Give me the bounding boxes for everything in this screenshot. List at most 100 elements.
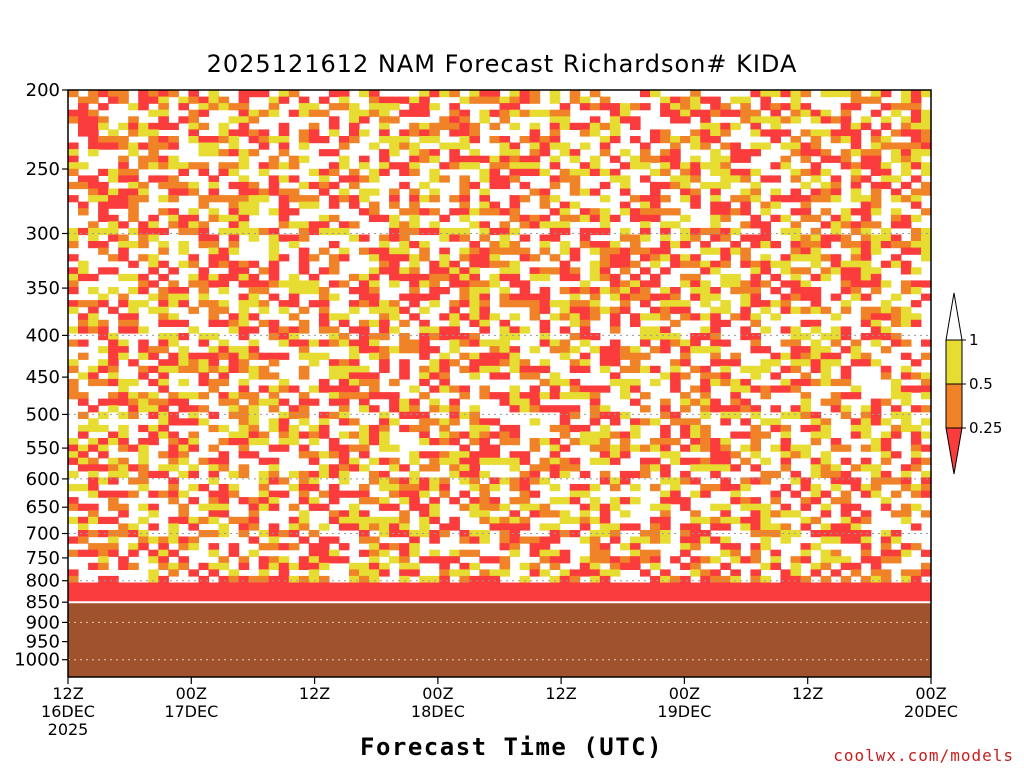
- heatmap-cell: [88, 319, 99, 327]
- heatmap-cell: [228, 234, 240, 242]
- heatmap-cell: [198, 96, 210, 104]
- heatmap-cell: [630, 549, 641, 557]
- heatmap-cell: [178, 536, 189, 544]
- heatmap-cell: [148, 503, 159, 511]
- heatmap-cell: [750, 477, 761, 485]
- heatmap-cell: [609, 293, 621, 301]
- heatmap-cell: [328, 214, 340, 222]
- heatmap-cell: [379, 319, 390, 327]
- heatmap-cell: [338, 254, 350, 262]
- heatmap-cell: [730, 405, 741, 413]
- heatmap-cell: [529, 444, 541, 452]
- heatmap-cell: [449, 149, 460, 157]
- heatmap-cell: [509, 392, 521, 400]
- heatmap-cell: [830, 378, 842, 387]
- heatmap-cell: [328, 536, 340, 544]
- heatmap-cell: [369, 319, 380, 327]
- heatmap-cell: [98, 365, 109, 373]
- heatmap-cell: [198, 287, 210, 295]
- heatmap-cell: [88, 424, 99, 433]
- heatmap-cell: [248, 313, 260, 321]
- heatmap-cell: [419, 484, 430, 492]
- heatmap-cell: [820, 273, 832, 282]
- heatmap-cell: [399, 234, 410, 242]
- heatmap-cell: [459, 385, 470, 393]
- heatmap-cell: [870, 247, 882, 255]
- heatmap-cell: [760, 306, 771, 314]
- heatmap-cell: [820, 254, 832, 262]
- heatmap-cell: [78, 392, 89, 400]
- heatmap-cell: [308, 280, 320, 288]
- heatmap-cell: [910, 424, 922, 433]
- heatmap-cell: [630, 319, 641, 327]
- heatmap-cell: [88, 181, 99, 190]
- heatmap-cell: [810, 168, 822, 176]
- heatmap-cell: [900, 464, 912, 472]
- heatmap-cell: [770, 523, 781, 531]
- heatmap-cell: [469, 484, 480, 492]
- heatmap-cell: [619, 227, 631, 236]
- heatmap-cell: [208, 378, 220, 387]
- heatmap-cell: [469, 287, 480, 295]
- heatmap-cell: [660, 372, 671, 380]
- heatmap-cell: [108, 589, 119, 597]
- heatmap-cell: [389, 260, 400, 268]
- heatmap-cell: [870, 96, 882, 104]
- heatmap-cell: [900, 260, 912, 268]
- heatmap-cell: [188, 444, 199, 452]
- heatmap-cell: [720, 339, 731, 347]
- heatmap-cell: [660, 208, 671, 216]
- heatmap-cell: [860, 549, 872, 557]
- heatmap-cell: [850, 484, 862, 492]
- heatmap-cell: [439, 378, 450, 387]
- heatmap-cell: [228, 129, 240, 137]
- heatmap-cell: [158, 365, 169, 373]
- heatmap-cell: [900, 155, 912, 163]
- heatmap-cell: [429, 208, 440, 216]
- heatmap-cell: [800, 149, 812, 157]
- heatmap-cell: [750, 221, 761, 229]
- heatmap-cell: [118, 582, 129, 590]
- heatmap-cell: [499, 234, 511, 242]
- heatmap-cell: [238, 175, 250, 183]
- heatmap-cell: [860, 405, 872, 413]
- heatmap-cell: [288, 424, 300, 433]
- heatmap-cell: [921, 444, 932, 452]
- heatmap-cell: [208, 241, 220, 249]
- heatmap-cell: [559, 122, 571, 130]
- heatmap-cell: [750, 438, 761, 446]
- heatmap-cell: [419, 109, 430, 117]
- heatmap-cell: [619, 438, 631, 446]
- heatmap-cell: [409, 214, 420, 222]
- heatmap-cell: [680, 352, 691, 360]
- heatmap-cell: [419, 530, 430, 538]
- heatmap-cell: [429, 103, 440, 111]
- heatmap-cell: [328, 90, 340, 98]
- heatmap-cell: [640, 444, 651, 452]
- heatmap-cell: [710, 155, 721, 163]
- heatmap-cell: [810, 129, 822, 137]
- heatmap-cell: [248, 90, 260, 98]
- heatmap-cell: [860, 359, 872, 367]
- heatmap-cell: [268, 96, 280, 104]
- heatmap-cell: [359, 569, 370, 577]
- heatmap-cell: [479, 227, 490, 236]
- heatmap-cell: [108, 306, 119, 314]
- heatmap-cell: [108, 503, 119, 511]
- heatmap-cell: [519, 582, 531, 590]
- heatmap-cell: [860, 221, 872, 229]
- heatmap-cell: [278, 162, 290, 170]
- heatmap-cell: [218, 195, 230, 203]
- heatmap-cell: [529, 254, 541, 262]
- heatmap-cell: [178, 221, 189, 229]
- heatmap-cell: [509, 247, 521, 255]
- heatmap-cell: [469, 451, 480, 459]
- heatmap-cell: [870, 306, 882, 314]
- heatmap-cell: [479, 254, 490, 262]
- heatmap-cell: [700, 411, 711, 419]
- heatmap-cell: [720, 129, 731, 137]
- heatmap-cell: [720, 451, 731, 459]
- heatmap-cell: [148, 549, 159, 557]
- heatmap-cell: [369, 562, 380, 570]
- heatmap-cell: [489, 418, 501, 426]
